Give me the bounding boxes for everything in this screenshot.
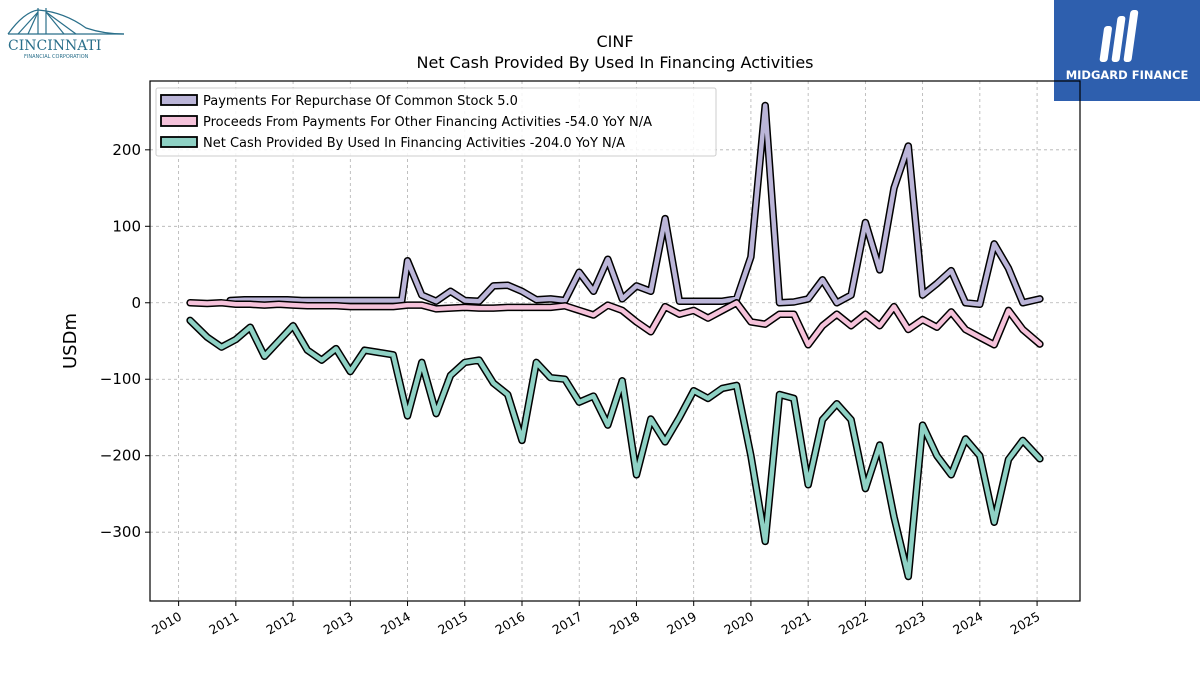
brand-name: MIDGARD FINANCE	[1065, 68, 1189, 82]
y-tick-label: −300	[100, 523, 141, 541]
series-stroke	[227, 103, 1043, 307]
plot-frame	[149, 80, 1081, 602]
x-tick-label: 2019	[664, 609, 699, 638]
x-tick-label: 2015	[435, 609, 470, 638]
x-tick-label: 2011	[206, 609, 241, 638]
x-tick-label: 2012	[264, 609, 299, 638]
x-tick-label: 2020	[721, 609, 756, 638]
x-tick-label: 2014	[378, 609, 413, 638]
legend: Payments For Repurchase Of Common Stock …	[155, 87, 717, 157]
x-tick-label: 2013	[321, 609, 356, 638]
logo-subtext: FINANCIAL CORPORATION	[24, 54, 89, 60]
x-tick-label: 2016	[492, 609, 527, 638]
x-tick-label: 2024	[950, 609, 985, 638]
y-tick-label: 200	[112, 141, 141, 159]
y-axis: 200 100 0 −100 −200 −300	[100, 141, 150, 541]
y-tick-label: 0	[131, 294, 141, 312]
x-tick-label: 2010	[149, 609, 184, 638]
chart-title: CINF	[596, 32, 633, 51]
series-3-line	[186, 316, 1044, 581]
y-tick-label: −200	[100, 447, 141, 465]
series-stroke	[187, 300, 1043, 348]
x-tick-label: 2017	[550, 609, 585, 638]
legend-swatch	[160, 115, 198, 127]
x-tick-label: 2022	[836, 609, 871, 638]
y-tick-label: 100	[112, 217, 141, 235]
series-2-line	[186, 299, 1044, 349]
midgard-finance-logo: MIDGARD FINANCE	[1054, 0, 1200, 101]
cincinnati-financial-logo: CINCINNATI FINANCIAL CORPORATION	[4, 4, 126, 60]
x-tick-label: 2023	[893, 609, 928, 638]
grid-lines	[150, 81, 1080, 601]
series-stroke	[187, 318, 1043, 579]
legend-swatch	[160, 136, 198, 148]
logo-text: CINCINNATI	[8, 38, 101, 54]
series-1-line	[226, 101, 1044, 309]
x-axis: 2010 2011 2012 2013 2014 2015 2016 2017 2018 2019…	[149, 601, 1043, 638]
x-tick-label: 2018	[607, 609, 642, 638]
series-lines	[186, 101, 1044, 581]
legend-entry: Proceeds From Payments For Other Financi…	[203, 115, 652, 130]
x-tick-label: 2021	[779, 609, 814, 638]
x-tick-label: 2025	[1008, 609, 1043, 638]
legend-box	[155, 87, 717, 157]
legend-swatch	[160, 94, 198, 106]
y-tick-label: −100	[100, 370, 141, 388]
chart-subtitle: Net Cash Provided By Used In Financing A…	[416, 53, 813, 72]
legend-entry: Net Cash Provided By Used In Financing A…	[203, 136, 625, 151]
legend-entry: Payments For Repurchase Of Common Stock …	[203, 94, 518, 109]
y-axis-label: USDm	[60, 313, 81, 369]
